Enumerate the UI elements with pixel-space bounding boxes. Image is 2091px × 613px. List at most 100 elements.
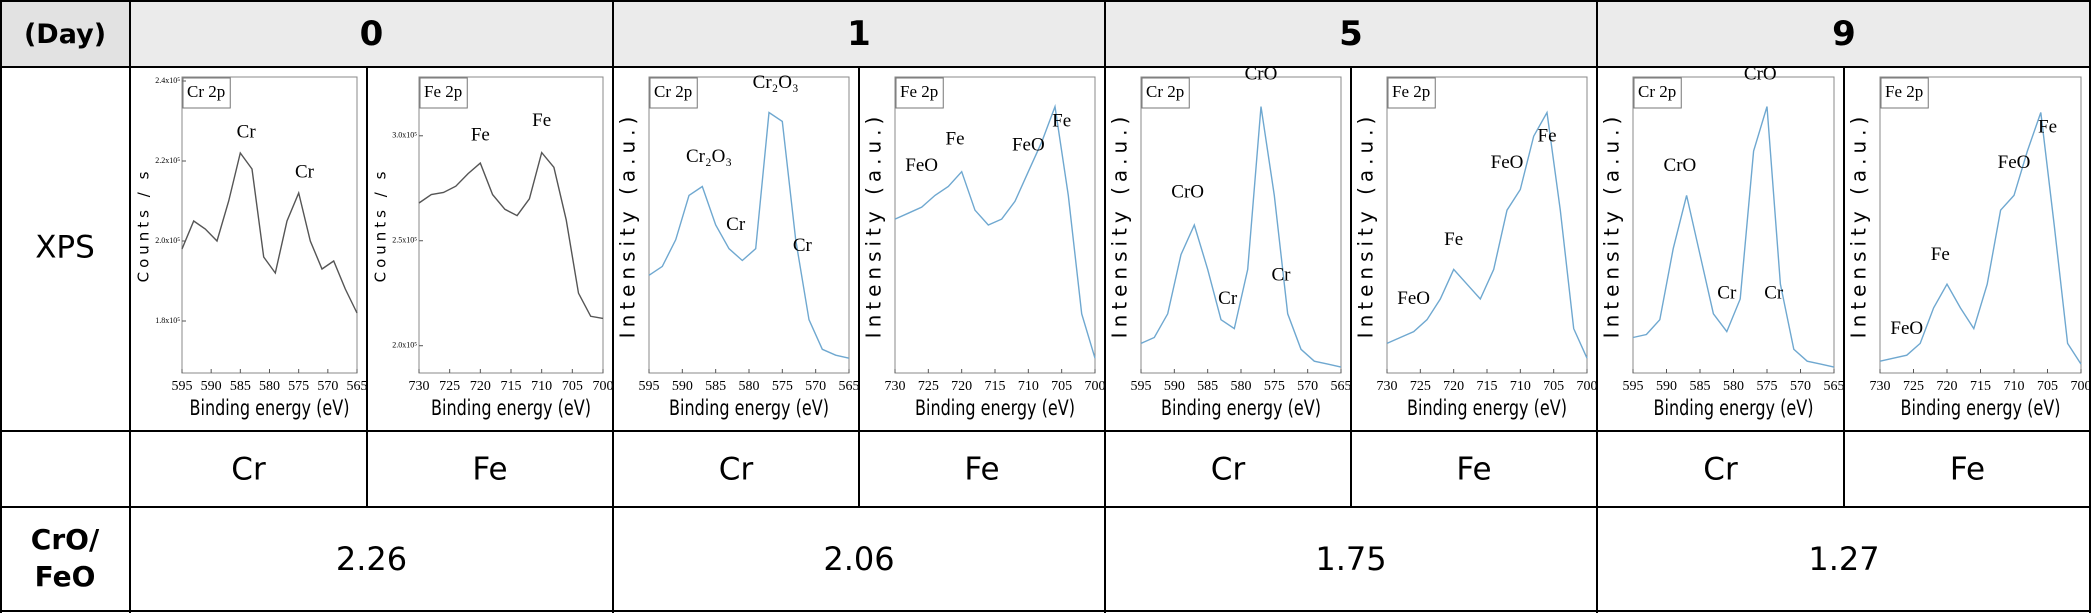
peak-label: CrO <box>1664 155 1697 176</box>
peak-label: CrO <box>1245 63 1278 84</box>
panel-tag-box <box>182 77 231 109</box>
peak-label: FeO <box>1890 318 1923 339</box>
x-tick-label: 700 <box>2071 379 2091 394</box>
y-tick-label: 2.0x10⁵ <box>155 236 180 245</box>
x-tick-label: 580 <box>259 379 280 394</box>
x-tick-label: 700 <box>1577 379 1598 394</box>
x-tick-label: 700 <box>1085 379 1106 394</box>
y-axis-label: Counts / s <box>135 168 153 283</box>
plot-frame <box>894 76 1096 374</box>
row-label: XPS <box>35 230 95 266</box>
x-tick-label: 585 <box>705 379 726 394</box>
x-tick-label: 710 <box>1510 379 1531 394</box>
peak-label: FeO <box>1491 152 1524 173</box>
peak-label: Cr <box>1764 282 1784 303</box>
y-tick-label: 2.4x10⁵ <box>155 76 180 85</box>
x-axis-label: Binding energy (eV) <box>1654 396 1814 420</box>
y-tick-label: 3.0x10⁵ <box>392 131 417 140</box>
panel-tag: Fe 2p <box>1885 82 1923 101</box>
x-axis-label: Binding energy (eV) <box>190 396 350 420</box>
plot-frame <box>1632 76 1835 374</box>
day-number: 0 <box>360 14 384 54</box>
peak-label: Fe <box>946 128 965 149</box>
y-axis-label: Counts / s <box>372 168 390 283</box>
ratio-value: 1.75 <box>1315 540 1386 578</box>
peak-label: Cr <box>295 161 315 182</box>
peak-label: Fe <box>1538 125 1557 146</box>
panel-tag-box <box>1387 77 1436 109</box>
x-tick-label: 705 <box>1051 379 1072 394</box>
x-axis-label: Binding energy (eV) <box>1407 396 1567 420</box>
plot-frame <box>1386 76 1588 374</box>
x-tick-label: 565 <box>1824 379 1845 394</box>
x-tick-label: 565 <box>347 379 368 394</box>
x-tick-label: 595 <box>1623 379 1644 394</box>
ratio-value: 2.06 <box>823 540 894 578</box>
panel-tag: Cr 2p <box>1146 82 1184 101</box>
x-tick-label: 570 <box>317 379 338 394</box>
element-label: Fe <box>964 452 999 488</box>
x-tick-label: 720 <box>470 379 491 394</box>
x-tick-label: 725 <box>439 379 460 394</box>
x-tick-label: 575 <box>772 379 793 394</box>
row-label: CrO/ <box>31 523 100 556</box>
panel-tag: Fe 2p <box>1392 82 1430 101</box>
panel-tag: Cr 2p <box>187 82 225 101</box>
spectrum-line <box>181 151 358 314</box>
peak-label: Cr₂O₃ <box>686 146 732 167</box>
x-tick-label: 570 <box>805 379 826 394</box>
panel-tag-box <box>1633 77 1682 109</box>
element-label: Fe <box>472 452 507 488</box>
x-tick-label: 700 <box>593 379 614 394</box>
peak-label: Cr <box>1218 288 1238 309</box>
x-tick-label: 730 <box>1870 379 1891 394</box>
plot-frame <box>648 76 850 374</box>
peak-label: Cr₂O₃ <box>753 72 799 93</box>
x-tick-label: 710 <box>531 379 552 394</box>
panel-tag: Cr 2p <box>1638 82 1676 101</box>
y-tick-label: 2.0x10⁵ <box>392 341 417 350</box>
y-axis-label: Intensity (a.u.) <box>1847 112 1871 339</box>
peak-label: Fe <box>1444 229 1463 250</box>
x-tick-label: 705 <box>1543 379 1564 394</box>
spectrum-line <box>1879 112 2082 365</box>
x-tick-label: 715 <box>1970 379 1991 394</box>
spectrum-line <box>1632 106 1835 368</box>
peak-label: Cr <box>237 121 257 142</box>
x-axis-label: Binding energy (eV) <box>1161 396 1321 420</box>
x-tick-label: 585 <box>230 379 251 394</box>
x-axis-label: Binding energy (eV) <box>915 396 1075 420</box>
header-bg <box>0 0 2091 67</box>
panel-tag-box <box>649 77 698 109</box>
peak-label: FeO <box>1998 152 2031 173</box>
x-tick-label: 725 <box>918 379 939 394</box>
x-tick-label: 725 <box>1410 379 1431 394</box>
x-tick-label: 705 <box>2037 379 2058 394</box>
peak-label: Cr <box>726 214 746 235</box>
x-tick-label: 595 <box>639 379 660 394</box>
y-tick-label: 2.5x10⁵ <box>392 236 417 245</box>
panel-tag: Fe 2p <box>900 82 938 101</box>
x-tick-label: 575 <box>288 379 309 394</box>
peak-label: Cr <box>1272 265 1292 286</box>
corner-bg <box>0 0 130 67</box>
x-tick-label: 715 <box>985 379 1006 394</box>
x-tick-label: 705 <box>562 379 583 394</box>
panel-tag-box <box>419 77 468 109</box>
element-label: Cr <box>1211 452 1246 488</box>
day-number: 5 <box>1339 14 1363 54</box>
spectrum-line <box>1140 106 1342 368</box>
y-axis-label: Intensity (a.u.) <box>1354 112 1378 339</box>
peak-label: FeO <box>905 155 938 176</box>
x-tick-label: 720 <box>1937 379 1958 394</box>
panel-tag-box <box>1141 77 1190 109</box>
panel-tag-box <box>1880 77 1929 109</box>
x-axis-label: Binding energy (eV) <box>1901 396 2061 420</box>
y-tick-label: 2.2x10⁵ <box>155 156 180 165</box>
x-axis-label: Binding energy (eV) <box>669 396 829 420</box>
peak-label: Fe <box>471 125 490 146</box>
panel-tag-box <box>895 77 944 109</box>
x-tick-label: 595 <box>172 379 193 394</box>
spectrum-line <box>1386 110 1588 359</box>
